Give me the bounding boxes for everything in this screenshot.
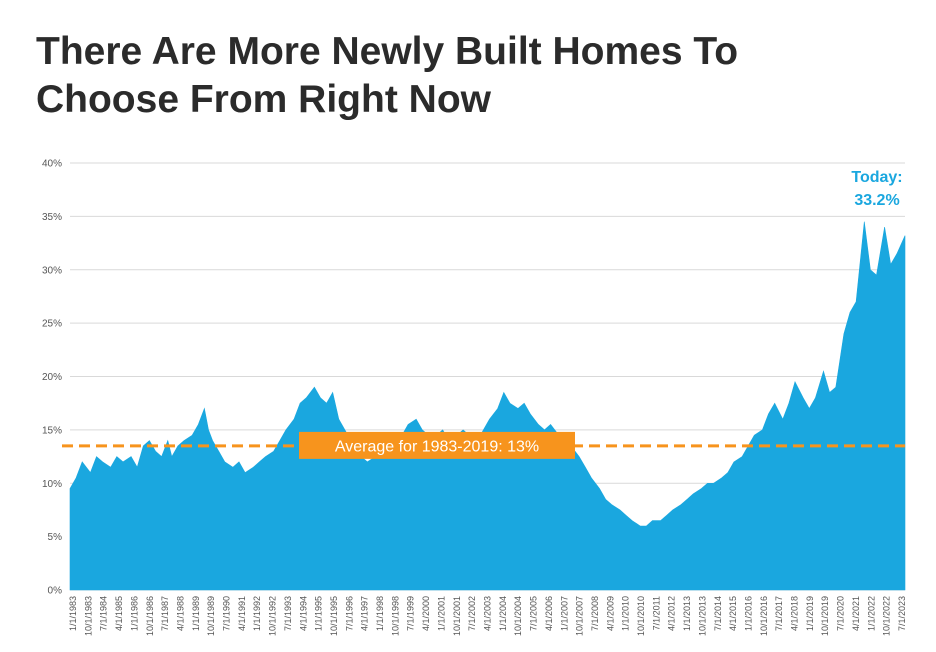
x-tick-label: 10/1/2016 — [759, 596, 769, 636]
x-tick-label: 1/1/1998 — [375, 596, 385, 631]
x-tick-label: 10/1/1983 — [83, 596, 93, 636]
x-tick-label: 4/1/2003 — [483, 596, 493, 631]
area-fill — [69, 221, 906, 591]
x-tick-label: 10/1/1992 — [268, 596, 278, 636]
x-tick-label: 4/1/2006 — [544, 596, 554, 631]
x-tick-label: 10/1/2001 — [452, 596, 462, 636]
x-tick-label: 1/1/1989 — [191, 596, 201, 631]
x-tick-label: 7/1/2020 — [836, 596, 846, 631]
x-tick-label: 1/1/2013 — [682, 596, 692, 631]
x-tick-label: 4/1/1985 — [114, 596, 124, 631]
x-tick-label: 4/1/1997 — [360, 596, 370, 631]
x-tick-label: 10/1/2010 — [636, 596, 646, 636]
x-tick-label: 7/1/2005 — [529, 596, 539, 631]
y-tick-label: 20% — [42, 372, 62, 383]
x-tick-label: 10/1/2007 — [575, 596, 585, 636]
y-axis-ticks: 0% 5% 10% 15% 20% 25% 30% 35% 40% — [42, 159, 62, 597]
x-tick-label: 1/1/2019 — [805, 596, 815, 631]
y-tick-label: 10% — [42, 479, 62, 490]
x-tick-label: 7/1/2011 — [651, 596, 661, 630]
x-tick-label: 10/1/1995 — [329, 596, 339, 636]
x-axis-ticks: 1/1/1983 10/1/1983 7/1/1984 4/1/1985 1/1/198… — [68, 596, 907, 636]
x-tick-label: 4/1/2015 — [728, 596, 738, 631]
x-tick-label: 4/1/2009 — [605, 596, 615, 631]
x-tick-label: 10/1/1989 — [206, 596, 216, 636]
x-tick-label: 1/1/2004 — [498, 596, 508, 631]
x-tick-label: 7/1/1999 — [406, 596, 416, 631]
average-label: Average for 1983-2019: 13% — [335, 438, 539, 455]
x-tick-label: 10/1/2013 — [697, 596, 707, 636]
x-tick-label: 1/1/2010 — [621, 596, 631, 631]
today-value: 33.2% — [854, 192, 899, 209]
x-tick-label: 4/1/2018 — [790, 596, 800, 631]
x-tick-label: 7/1/1987 — [160, 596, 170, 631]
x-tick-label: 7/1/2008 — [590, 596, 600, 631]
x-tick-label: 1/1/1995 — [314, 596, 324, 631]
y-tick-label: 15% — [42, 425, 62, 436]
x-tick-label: 7/1/2023 — [897, 596, 907, 631]
x-tick-label: 4/1/2021 — [851, 596, 861, 631]
x-tick-label: 7/1/2017 — [774, 596, 784, 631]
x-tick-label: 1/1/2001 — [436, 596, 446, 631]
x-tick-label: 7/1/2014 — [713, 596, 723, 631]
y-tick-label: 40% — [42, 159, 62, 170]
x-tick-label: 10/1/2022 — [882, 596, 892, 636]
x-tick-label: 4/1/1988 — [176, 596, 186, 631]
x-tick-label: 4/1/2000 — [421, 596, 431, 631]
x-tick-label: 4/1/2012 — [667, 596, 677, 631]
x-tick-label: 1/1/2007 — [559, 596, 569, 631]
x-tick-label: 7/1/1996 — [344, 596, 354, 631]
x-tick-label: 7/1/1984 — [99, 596, 109, 631]
average-label-box — [299, 431, 575, 459]
average-reference: Average for 1983-2019: 13% — [62, 431, 905, 459]
x-tick-label: 4/1/1991 — [237, 596, 247, 631]
today-label: Today: — [851, 169, 902, 186]
y-tick-label: 35% — [42, 212, 62, 223]
y-tick-label: 0% — [48, 586, 63, 597]
y-tick-label: 5% — [48, 532, 63, 543]
x-tick-label: 1/1/1992 — [252, 596, 262, 631]
x-tick-label: 10/1/1986 — [145, 596, 155, 636]
chart-title-line-1: There Are More Newly Built Homes To — [36, 30, 739, 73]
chart-title-line-2: Choose From Right Now — [36, 78, 491, 121]
y-tick-label: 25% — [42, 319, 62, 330]
x-tick-label: 10/1/1998 — [390, 596, 400, 636]
area-series — [69, 221, 906, 591]
chart-title: There Are More Newly Built Homes To Choo… — [36, 28, 916, 124]
x-tick-label: 1/1/1983 — [68, 596, 78, 631]
x-tick-label: 1/1/1986 — [129, 596, 139, 631]
x-tick-label: 7/1/2002 — [467, 596, 477, 631]
today-annotation: Today: 33.2% — [851, 169, 902, 209]
x-tick-label: 7/1/1993 — [283, 596, 293, 631]
x-tick-label: 1/1/2022 — [866, 596, 876, 631]
x-tick-label: 4/1/1994 — [298, 596, 308, 631]
x-tick-label: 10/1/2019 — [820, 596, 830, 636]
x-tick-label: 1/1/2016 — [744, 596, 754, 631]
x-tick-label: 7/1/1990 — [222, 596, 232, 631]
y-tick-label: 30% — [42, 265, 62, 276]
x-tick-label: 10/1/2004 — [513, 596, 523, 636]
